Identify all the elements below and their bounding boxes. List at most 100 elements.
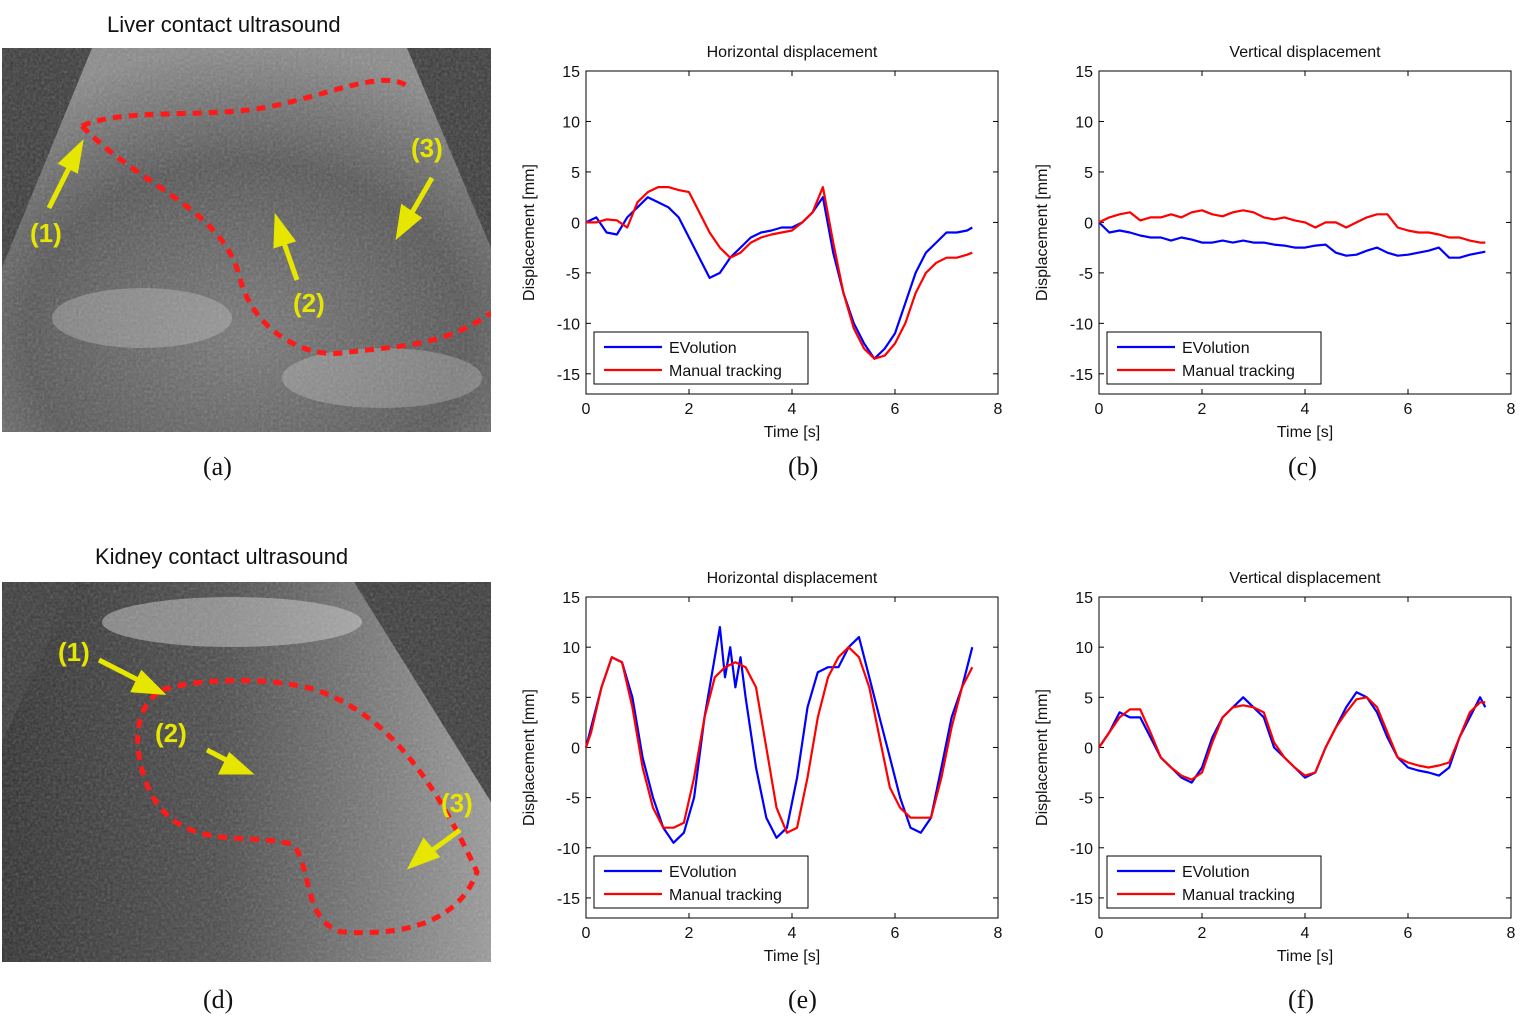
y-tick-label: 15: [1075, 590, 1093, 607]
y-tick-label: 0: [571, 215, 580, 232]
x-tick-label: 6: [1404, 401, 1413, 418]
legend: EVolution Manual tracking: [1106, 855, 1322, 909]
plot-frame: [585, 596, 999, 919]
series-line-manual-tracking: [1098, 209, 1486, 244]
x-tick-label: 2: [685, 401, 694, 418]
liver-ultrasound-title: Liver contact ultrasound: [107, 12, 341, 37]
series-line-evolution: [1098, 691, 1487, 784]
y-tick-label: -15: [557, 367, 580, 384]
chart-f: Vertical displacement 0 2 4 6 8 15 10 5 0 -5 -10 -15…: [1034, 570, 1516, 965]
plot-frame: [1098, 70, 1512, 395]
panel-label-c: (c): [1288, 452, 1317, 481]
y-tick-label: -5: [566, 266, 580, 283]
legend-entry: EVolution: [669, 864, 737, 881]
x-tick-label: 4: [788, 925, 797, 942]
liver-marker-3: (3): [411, 133, 443, 163]
y-axis-label: Displacement [mm]: [521, 164, 538, 301]
x-tick-label: 4: [1301, 925, 1310, 942]
kidney-arrows: [97, 657, 462, 870]
series-line-manual-tracking: [1098, 696, 1486, 781]
x-tick-label: 0: [582, 925, 591, 942]
y-tick-label: -5: [1079, 791, 1093, 808]
x-axis-label: Time [s]: [1277, 948, 1333, 965]
kidney-ultrasound-image: [2, 582, 491, 962]
y-tick-label: 5: [1084, 165, 1093, 182]
y-tick-label: 5: [1084, 690, 1093, 707]
x-tick-label: 4: [1301, 401, 1310, 418]
plot-frame: [585, 70, 999, 395]
y-tick-label: 10: [562, 114, 580, 131]
y-tick-label: 15: [562, 64, 580, 81]
panel-label-b: (b): [788, 452, 819, 481]
x-tick-label: 8: [1507, 401, 1516, 418]
x-tick-label: 0: [582, 401, 591, 418]
legend: EVolution Manual tracking: [593, 331, 809, 385]
chart-b: Horizontal displacement 0 2 4 6 8 15 10 5 0 -5 -10 -…: [521, 44, 1003, 441]
legend-entry: EVolution: [1182, 340, 1250, 357]
y-axis-label: Displacement [mm]: [1034, 164, 1051, 301]
series-line-manual-tracking: [586, 186, 973, 360]
y-tick-label: 10: [562, 640, 580, 657]
x-tick-label: 2: [1198, 925, 1207, 942]
y-tick-label: -10: [1070, 316, 1093, 333]
x-tick-label: 4: [788, 401, 797, 418]
y-axis-label: Displacement [mm]: [1034, 689, 1051, 826]
legend-box: [1106, 855, 1322, 909]
series-line-evolution: [1098, 221, 1486, 259]
y-tick-label: 0: [1084, 740, 1093, 757]
legend-box: [593, 331, 809, 385]
series-line-manual-tracking: [584, 646, 974, 834]
y-tick-label: 10: [1075, 640, 1093, 657]
liver-ultrasound-image: [2, 48, 491, 432]
liver-ultrasound-svg: [2, 48, 491, 432]
liver-marker-1: (1): [30, 218, 62, 248]
legend-entry: Manual tracking: [669, 363, 782, 380]
chart-title: Horizontal displacement: [707, 44, 878, 61]
x-tick-label: 2: [685, 925, 694, 942]
y-axis-label: Displacement [mm]: [521, 689, 538, 826]
legend-box: [593, 855, 809, 909]
y-tick-label: -15: [557, 891, 580, 908]
legend-box: [1106, 331, 1322, 385]
chart-title: Vertical displacement: [1229, 44, 1381, 61]
y-tick-label: -15: [1070, 891, 1093, 908]
liver-arrows: [46, 139, 435, 281]
y-tick-label: 15: [1075, 64, 1093, 81]
y-tick-label: 5: [571, 690, 580, 707]
y-tick-label: 15: [562, 590, 580, 607]
x-tick-label: 6: [891, 401, 900, 418]
x-axis-label: Time [s]: [1277, 424, 1333, 441]
y-tick-label: -5: [566, 791, 580, 808]
kidney-marker-1: (1): [58, 637, 90, 667]
y-tick-label: 10: [1075, 114, 1093, 131]
x-tick-label: 8: [994, 401, 1003, 418]
y-tick-label: -10: [1070, 841, 1093, 858]
y-tick-label: -15: [1070, 367, 1093, 384]
x-tick-label: 6: [891, 925, 900, 942]
chart-title: Horizontal displacement: [707, 570, 878, 587]
x-tick-label: 8: [994, 925, 1003, 942]
plot-frame: [1098, 596, 1512, 919]
panel-label-e: (e): [788, 985, 817, 1014]
y-tick-label: 5: [571, 165, 580, 182]
chart-c: Vertical displacement 0 2 4 6 8 15 10 5 0 -5 -10 -15…: [1034, 44, 1516, 441]
kidney-ultrasound-title: Kidney contact ultrasound: [95, 544, 349, 569]
panel-label-d: (d): [203, 985, 234, 1014]
y-tick-label: 0: [571, 740, 580, 757]
legend-entry: Manual tracking: [669, 887, 782, 904]
legend-entry: Manual tracking: [1182, 363, 1295, 380]
liver-marker-2: (2): [293, 288, 325, 318]
chart-e: Horizontal displacement 0 2 4 6 8 15 10 5 0 -5 -10 -…: [521, 570, 1003, 965]
y-tick-label: -10: [557, 841, 580, 858]
kidney-contour: [135, 678, 480, 936]
x-tick-label: 6: [1404, 925, 1413, 942]
x-tick-label: 8: [1507, 925, 1516, 942]
legend: EVolution Manual tracking: [593, 855, 809, 909]
series-line-evolution: [584, 625, 974, 844]
panel-label-f: (f): [1288, 985, 1314, 1014]
x-axis-label: Time [s]: [764, 424, 820, 441]
liver-contour: [80, 77, 491, 357]
x-axis-label: Time [s]: [764, 948, 820, 965]
legend-entry: EVolution: [669, 340, 737, 357]
kidney-marker-3: (3): [441, 788, 473, 818]
